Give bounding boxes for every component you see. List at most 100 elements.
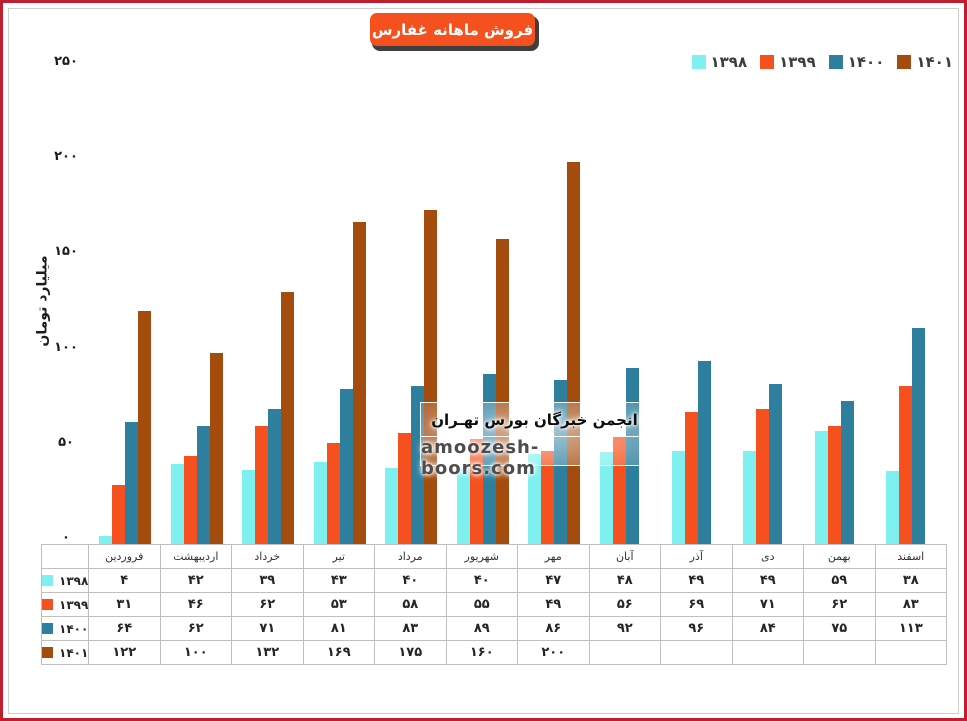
table-value-cell: ۱۳۲ [231, 640, 304, 665]
table-row: ۱۴۰۰ ۶۴ ۶۲ ۷۱ ۸۱ ۸۳ ۸۹ ۸۶ ۹۲ ۹۶ ۸۴ ۷۵ ۱۱۳ [41, 616, 947, 641]
legend-label: ۱۳۹۹ [779, 53, 816, 71]
table-month-header: خرداد [231, 544, 304, 569]
bar-1399 [541, 451, 554, 544]
legend-item: ۱۳۹۸ [691, 53, 747, 71]
table-value-cell: ۸۹ [445, 616, 518, 641]
table-value-cell: ۳۸ [874, 568, 947, 593]
table-value-cell: ۱۶۰ [445, 640, 518, 665]
bar-1400 [197, 426, 210, 544]
table-row-label: ۱۳۹۸ [41, 568, 89, 593]
table-value-cell: ۴۹ [731, 568, 804, 593]
y-axis-tick-label: ۲۵۰ [54, 54, 78, 69]
table-value-cell: ۴۰ [445, 568, 518, 593]
bar-1401 [567, 162, 580, 544]
table-value-cell: ۶۹ [660, 592, 733, 617]
table-value-cell [731, 640, 804, 665]
table-value-cell [660, 640, 733, 665]
table-value-cell: ۵۹ [803, 568, 876, 593]
table-month-header: فروردین [88, 544, 161, 569]
bar-1401 [210, 353, 223, 544]
table-value-cell: ۹۲ [588, 616, 661, 641]
watermark-org-text: انجمن خبرگان بورس تهـران [421, 403, 648, 437]
chart-title-box: فروش ماهانه غفارس [370, 13, 535, 46]
legend-swatch-icon [760, 55, 775, 69]
bar-1400 [125, 422, 138, 544]
table-row-label: ۱۴۰۱ [41, 640, 89, 665]
bar-1399 [899, 386, 912, 544]
bar-1400 [769, 384, 782, 544]
bar-1398 [528, 454, 541, 544]
row-swatch-icon [42, 575, 53, 586]
table-value-cell: ۴۸ [588, 568, 661, 593]
table-value-cell: ۸۳ [874, 592, 947, 617]
table-month-header: شهریور [445, 544, 518, 569]
table-value-cell [588, 640, 661, 665]
legend-label: ۱۴۰۰ [847, 53, 885, 71]
table-value-cell: ۸۴ [731, 616, 804, 641]
table-value-cell: ۴۳ [302, 568, 375, 593]
legend-item: ۱۴۰۱ [897, 53, 953, 71]
table-value-cell: ۶۴ [88, 616, 161, 641]
table-month-header: دی [731, 544, 804, 569]
table-value-cell: ۳۱ [88, 592, 161, 617]
table-month-header: مرداد [374, 544, 447, 569]
table-value-cell: ۵۳ [302, 592, 375, 617]
y-axis-tick-label: ۱۵۰ [54, 244, 78, 260]
table-value-cell [803, 640, 876, 665]
legend-swatch-icon [828, 55, 843, 69]
table-row-label-inner: ۱۳۹۹ [42, 598, 88, 612]
table-value-cell: ۴۷ [517, 568, 590, 593]
table-value-cell [874, 640, 947, 665]
bar-1400 [268, 409, 281, 544]
table-row-label: ۱۳۹۹ [41, 592, 89, 617]
table-value-cell: ۲۰۰ [517, 640, 590, 665]
table-month-header: اسفند [874, 544, 947, 569]
table-header-row: فروردین اردیبهشت خرداد تیر مرداد شهریور مهر آبا… [41, 544, 947, 569]
bar-1401 [281, 292, 294, 544]
bar-1399 [255, 426, 268, 544]
table-value-cell: ۱۲۲ [88, 640, 161, 665]
table-value-cell: ۱۷۵ [374, 640, 447, 665]
row-swatch-icon [42, 599, 53, 610]
watermark-box: انجمن خبرگان بورس تهـران amoozesh-boors.… [420, 402, 649, 479]
bar-1399 [756, 409, 769, 544]
bar-1401 [424, 210, 437, 544]
row-year-label: ۱۴۰۰ [59, 621, 89, 636]
bar-1400 [340, 389, 353, 544]
table-value-cell: ۴۹ [517, 592, 590, 617]
table-value-cell: ۴۹ [660, 568, 733, 593]
y-axis-tick-label: ۰ [62, 530, 70, 545]
table-value-cell: ۵۸ [374, 592, 447, 617]
table-value-cell: ۴۶ [159, 592, 232, 617]
table-month-header: آبان [588, 544, 661, 569]
table-corner-cell [41, 544, 89, 569]
table-value-cell: ۵۶ [588, 592, 661, 617]
table-value-cell: ۴۰ [374, 568, 447, 593]
table-value-cell: ۱۰۰ [159, 640, 232, 665]
bar-1399 [828, 426, 841, 544]
bar-1400 [841, 401, 854, 544]
table-value-cell: ۴۲ [159, 568, 232, 593]
bar-1401 [496, 239, 509, 544]
table-row: ۱۳۹۹ ۳۱ ۴۶ ۶۲ ۵۳ ۵۸ ۵۵ ۴۹ ۵۶ ۶۹ ۷۱ ۶۲ ۸۳ [41, 592, 947, 617]
row-swatch-icon [42, 623, 53, 634]
row-swatch-icon [42, 647, 53, 658]
table-value-cell: ۶۲ [159, 616, 232, 641]
legend-item: ۱۳۹۹ [760, 53, 816, 71]
table-value-cell: ۸۱ [302, 616, 375, 641]
row-year-label: ۱۴۰۱ [59, 645, 89, 660]
table-value-cell: ۳۹ [231, 568, 304, 593]
table-value-cell: ۸۶ [517, 616, 590, 641]
legend-label: ۱۴۰۱ [916, 53, 953, 71]
table-value-cell: ۷۱ [231, 616, 304, 641]
bar-1398 [886, 471, 899, 544]
bar-1399 [398, 433, 411, 544]
y-axis-tick-label: ۲۰۰ [54, 149, 78, 165]
bar-1400 [912, 328, 925, 544]
bar-1398 [99, 536, 112, 544]
bar-1398 [314, 462, 327, 544]
table-row: ۱۳۹۸ ۴ ۴۲ ۳۹ ۴۳ ۴۰ ۴۰ ۴۷ ۴۸ ۴۹ ۴۹ ۵۹ ۳۸ [41, 568, 947, 593]
bar-1398 [385, 468, 398, 544]
bar-1401 [138, 311, 151, 544]
